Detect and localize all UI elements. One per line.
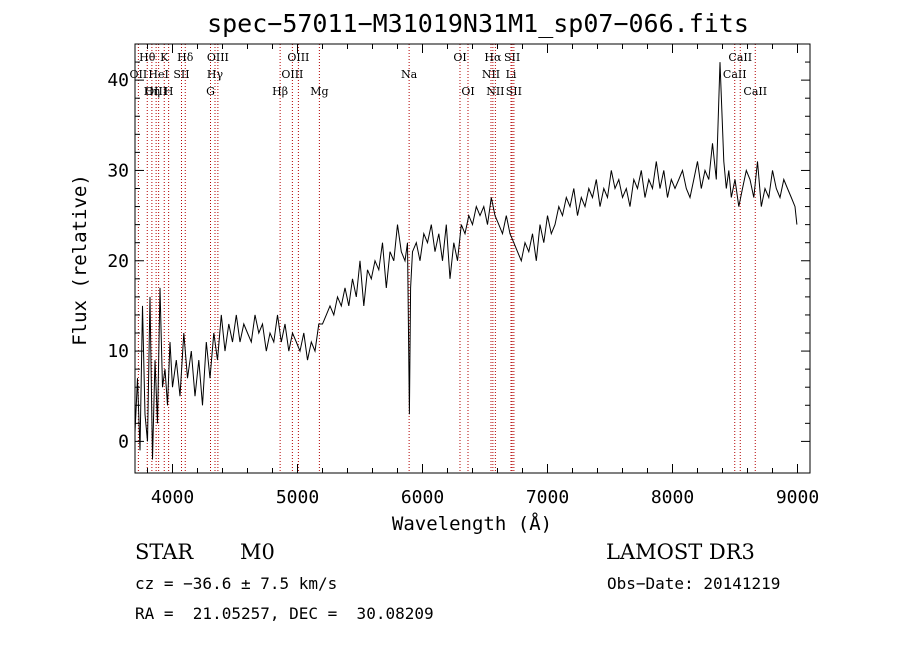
y-axis-ticks: 0 10 20 30 40 [107, 61, 810, 452]
spectral-line-label: OIII [145, 85, 167, 98]
spectral-line-label: OIII [287, 51, 309, 64]
spectral-line-label: Mg [310, 85, 328, 98]
redshift-velocity: cz = −36.6 ± 7.5 km/s [135, 574, 338, 593]
spectral-line-markers [137, 44, 756, 473]
survey-name: LAMOST DR3 [606, 540, 755, 564]
spectral-line-label: Hβ [272, 85, 288, 98]
spectral-line-label: Hγ [207, 68, 224, 81]
spectral-line-label: OIII [207, 51, 229, 64]
spectral-line-label: Li [506, 68, 517, 81]
spectral-line-label: Hθ [139, 51, 156, 64]
spectral-line-label: OIII [281, 68, 303, 81]
plot-frame [134, 43, 811, 474]
x-tick-label: 6000 [401, 487, 444, 508]
x-axis-label: Wavelength (Å) [392, 512, 552, 535]
x-tick-label: 7000 [526, 487, 569, 508]
x-tick-label: 5000 [276, 487, 319, 508]
spectral-line-label: SII [506, 85, 522, 98]
y-tick-label: 30 [107, 160, 129, 181]
spectral-line-label: Hδ [177, 51, 194, 64]
spectral-line-label: OI [453, 51, 466, 64]
spectral-line-labels: Hθ OII OIII K HeI Hη SII H Hδ OIII Hγ G Hβ OIII OIII Mg… [130, 51, 768, 98]
spectral-line-label: OII [130, 68, 148, 81]
y-tick-label: 40 [107, 70, 129, 91]
x-tick-label: 4000 [151, 487, 194, 508]
spectral-line-label: CaII [728, 51, 752, 64]
x-axis-ticks: 4000 5000 6000 7000 8000 9000 [147, 44, 819, 508]
spectral-line-label: SII [504, 51, 520, 64]
y-tick-label: 10 [107, 341, 129, 362]
spectral-line-label: K [160, 51, 169, 64]
object-class: STAR [135, 540, 194, 564]
y-tick-label: 20 [107, 251, 129, 272]
spectral-line-label: OI [461, 85, 474, 98]
x-tick-label: 9000 [776, 487, 819, 508]
spectral-line-label: NII [486, 85, 504, 98]
object-subclass: M0 [240, 540, 275, 564]
spectral-line-label: CaII [723, 68, 747, 81]
spectral-line-label: Hα [484, 51, 502, 64]
y-axis-label: Flux (relative) [69, 174, 91, 346]
spectrum-series-line [134, 62, 798, 460]
spectral-line-label: HeI [148, 68, 168, 81]
y-tick-label: 0 [118, 431, 129, 452]
spectral-line-label: SII [173, 68, 189, 81]
chart-title: spec−57011−M31019N31M1_sp07−066.fits [207, 9, 749, 38]
spectral-line-label: NII [482, 68, 500, 81]
spectral-line-label: G [206, 85, 215, 98]
observation-date: Obs−Date: 20141219 [607, 574, 781, 593]
x-tick-label: 8000 [651, 487, 694, 508]
spectral-line-label: H [164, 85, 174, 98]
coordinates: RA = 21.05257, DEC = 30.08209 [135, 604, 434, 623]
spectral-line-label: Na [401, 68, 418, 81]
spectral-line-label: Hη [144, 85, 160, 98]
spectral-line-label: CaII [743, 85, 767, 98]
